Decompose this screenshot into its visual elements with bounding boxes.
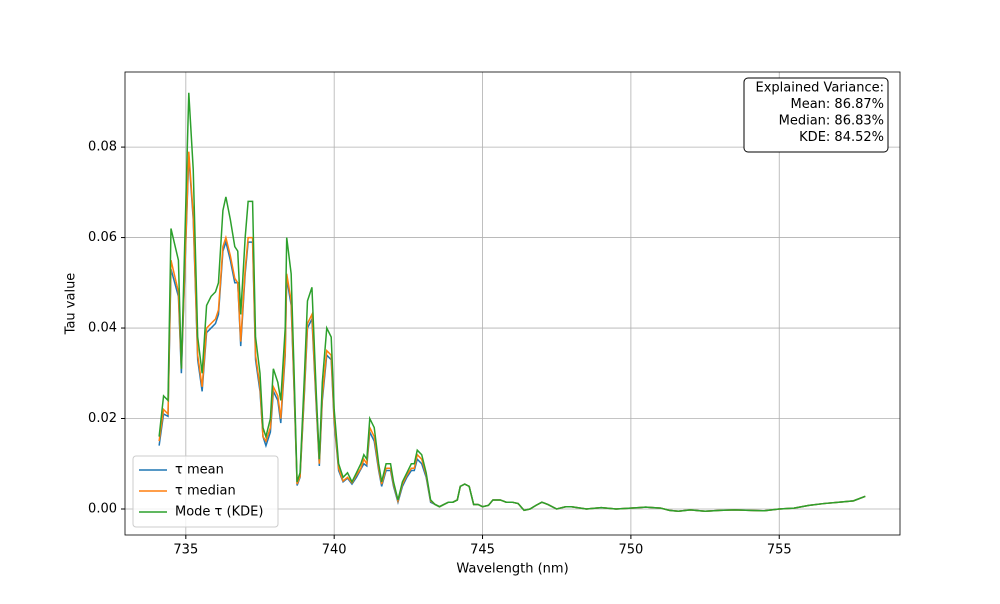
plot-frame bbox=[124, 71, 901, 536]
y-tick-label: 0.06 bbox=[88, 230, 117, 245]
annotation-box bbox=[743, 77, 889, 153]
x-tick-label: 740 bbox=[322, 543, 347, 558]
y-tick-label: 0.00 bbox=[88, 501, 117, 516]
x-tick-label: 735 bbox=[173, 543, 198, 558]
x-tick-label: 750 bbox=[618, 543, 643, 558]
y-tick-label: 0.04 bbox=[88, 321, 117, 336]
annotation-text: KDE: 84.52% bbox=[799, 130, 884, 145]
legend-label: τ median bbox=[175, 484, 236, 499]
legend-label: τ mean bbox=[175, 463, 224, 478]
annotation-text: Explained Variance: bbox=[755, 81, 884, 96]
x-tick-label: 745 bbox=[470, 543, 495, 558]
y-axis-label: Tau value bbox=[64, 273, 79, 336]
annotation-text: Median: 86.83% bbox=[779, 114, 884, 129]
y-tick-label: 0.02 bbox=[88, 411, 117, 426]
x-tick-label: 755 bbox=[767, 543, 792, 558]
annotation-text: Mean: 86.87% bbox=[790, 97, 884, 112]
legend-label: Mode τ (KDE) bbox=[175, 505, 263, 520]
y-tick-label: 0.08 bbox=[88, 140, 117, 155]
legend-box bbox=[132, 455, 279, 528]
x-axis-label: Wavelength (nm) bbox=[456, 562, 568, 577]
series-line bbox=[158, 92, 866, 513]
